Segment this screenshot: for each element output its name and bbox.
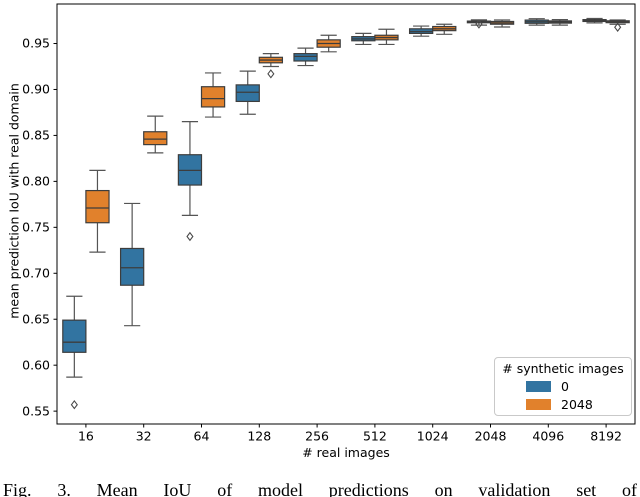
- x-tick-label: 64: [194, 429, 210, 444]
- iqr-box: [293, 53, 318, 62]
- box-4096-2048: [547, 19, 573, 26]
- x-tick-label: 512: [363, 429, 387, 444]
- y-tick-label: 0.85: [22, 128, 50, 143]
- outlier-diamond: [70, 399, 78, 410]
- x-tick-label: 32: [136, 429, 152, 444]
- series-synthetic-0: [62, 17, 607, 410]
- legend-entry-label: 2048: [561, 397, 593, 412]
- outlier-diamond: [186, 231, 194, 242]
- x-tick-label: 2048: [475, 429, 507, 444]
- legend-entry-label: 0: [561, 379, 569, 394]
- boxplot-canvas: 0.55 0.60 0.65 0.70 0.75 0.80 0.85 0.90 0.95 16 32…: [22, 3, 636, 444]
- figure-caption: Fig. 3. Mean IoU of model predictions on…: [3, 480, 637, 497]
- y-tick-label: 0.75: [22, 220, 50, 235]
- box-1024-2048: [432, 23, 457, 35]
- iqr-box: [62, 319, 87, 353]
- iqr-box: [235, 84, 260, 103]
- box-128-0: [235, 70, 260, 115]
- box-4096-0: [524, 18, 549, 26]
- box-1024-0: [408, 25, 434, 37]
- iqr-box: [200, 86, 226, 108]
- x-axis-label: # real images: [302, 445, 390, 460]
- y-tick-label: 0.70: [22, 265, 50, 280]
- legend-swatch-orange: [526, 399, 551, 410]
- outlier-diamond: [614, 22, 622, 32]
- iqr-box: [119, 247, 145, 286]
- x-tick-label: 128: [247, 429, 271, 444]
- y-tick-label: 0.55: [22, 403, 50, 418]
- box-256-2048: [316, 34, 341, 53]
- box-2048-0: [466, 19, 492, 29]
- legend-title: # synthetic images: [502, 361, 624, 376]
- box-512-2048: [374, 28, 399, 46]
- axes-frame: [56, 3, 636, 425]
- x-tick-label: 8192: [590, 429, 622, 444]
- x-tick-label: 16: [78, 429, 94, 444]
- legend-entry-synthetic-2048: 2048: [526, 397, 631, 412]
- box-16-2048: [85, 169, 110, 253]
- box-256-0: [293, 47, 318, 67]
- outlier-diamond: [475, 19, 483, 29]
- box-128-2048: [258, 53, 284, 79]
- box-16-0: [62, 295, 87, 410]
- series-synthetic-2048: [85, 19, 630, 253]
- box-64-0: [177, 121, 203, 242]
- y-tick-label: 0.90: [22, 82, 50, 97]
- box-32-0: [119, 202, 145, 327]
- legend: # synthetic images 0 2048: [494, 357, 632, 416]
- legend-swatch-blue: [526, 381, 551, 392]
- y-tick-label: 0.60: [22, 357, 50, 372]
- y-axis-label: mean prediction IoU with real domain: [6, 83, 22, 319]
- iqr-box: [85, 189, 110, 224]
- x-axis: 16 32 64 128 256 512 1024 2048 4096 8192: [78, 424, 622, 444]
- x-tick-label: 256: [305, 429, 329, 444]
- box-64-2048: [200, 72, 226, 118]
- y-tick-label: 0.95: [22, 36, 50, 51]
- outlier-diamond: [267, 69, 275, 79]
- y-tick-label: 0.65: [22, 311, 50, 326]
- box-512-0: [351, 32, 376, 46]
- box-32-2048: [143, 115, 168, 154]
- iqr-box: [143, 131, 168, 146]
- box-2048-2048: [489, 19, 515, 28]
- x-tick-label: 4096: [532, 429, 564, 444]
- y-axis: 0.55 0.60 0.65 0.70 0.75 0.80 0.85 0.90 0.95: [22, 36, 57, 418]
- y-tick-label: 0.80: [22, 174, 50, 189]
- legend-entry-real-only: 0: [526, 379, 631, 394]
- box-8192-2048: [605, 19, 630, 32]
- x-tick-label: 1024: [417, 429, 449, 444]
- box-8192-0: [582, 17, 607, 24]
